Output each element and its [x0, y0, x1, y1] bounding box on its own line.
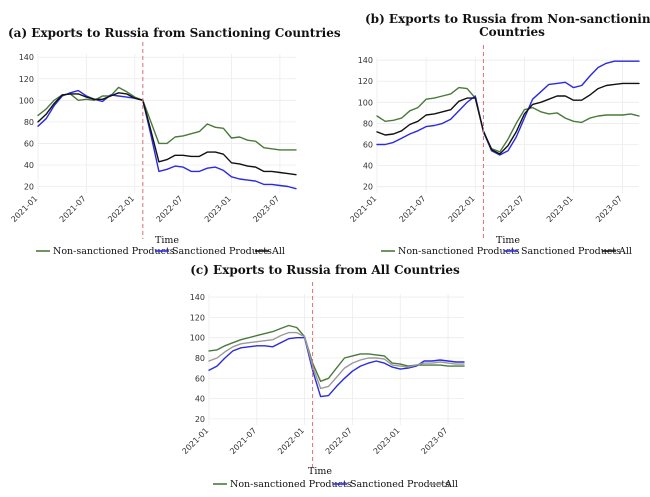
y-tick-label: 80 [24, 118, 34, 127]
y-tick-label: 80 [195, 354, 205, 363]
x-tick-label: 2023-07 [419, 426, 449, 456]
series-line-non-sanctioned [376, 86, 640, 153]
y-tick-label: 60 [195, 374, 205, 383]
x-axis-title: Time [496, 235, 520, 246]
series-line-non-sanctioned [37, 86, 297, 151]
x-tick-label: 2021-01 [180, 426, 210, 456]
legend-label: All [444, 479, 458, 490]
y-tick-label: 140 [19, 53, 34, 62]
y-tick-label: 80 [363, 119, 373, 128]
x-tick-label: 2021-07 [58, 194, 88, 224]
y-tick-label: 100 [358, 98, 373, 107]
x-tick-label: 2023-01 [203, 194, 233, 224]
legend-label: Sanctioned Products [521, 246, 621, 257]
chart-title: (c) Exports to Russia from All Countries [190, 263, 460, 277]
x-tick-label: 2023-07 [251, 194, 281, 224]
x-tick-label: 2022-07 [496, 194, 526, 224]
chart-panel-a: (a) Exports to Russia from Sanctioning C… [8, 26, 341, 257]
y-tick-label: 140 [358, 56, 373, 65]
y-tick-label: 140 [190, 293, 205, 302]
y-tick-label: 40 [24, 161, 34, 170]
chart-title: (a) Exports to Russia from Sanctioning C… [8, 26, 341, 40]
series-line-sanctioned [376, 60, 640, 156]
series-line-non-sanctioned [208, 324, 465, 382]
x-tick-label: 2022-01 [276, 426, 306, 456]
series-line-all [37, 92, 297, 176]
y-tick-label: 40 [195, 395, 205, 404]
x-tick-label: 2021-01 [9, 194, 39, 224]
legend-label: Sanctioned Products [350, 479, 450, 490]
y-tick-label: 20 [195, 415, 205, 424]
x-tick-label: 2023-01 [545, 194, 575, 224]
series-line-all [376, 82, 640, 155]
x-axis-title: Time [308, 466, 332, 477]
chart-title: (b) Exports to Russia from Non-sanctioni… [365, 12, 650, 26]
chart-panel-b: (b) Exports to Russia from Non-sanctioni… [348, 12, 650, 257]
y-tick-label: 100 [190, 334, 205, 343]
x-tick-label: 2021-07 [228, 426, 258, 456]
x-tick-label: 2023-01 [372, 426, 402, 456]
x-tick-label: 2022-01 [106, 194, 136, 224]
legend-label: Non-sanctioned Products [398, 246, 520, 257]
y-tick-label: 20 [24, 183, 34, 192]
legend-label: Non-sanctioned Products [230, 479, 352, 490]
series-line-sanctioned [37, 89, 297, 190]
x-axis-title: Time [155, 235, 179, 246]
y-tick-label: 120 [358, 77, 373, 86]
x-tick-label: 2022-01 [447, 194, 477, 224]
x-tick-label: 2021-01 [348, 194, 378, 224]
y-tick-label: 100 [19, 96, 34, 105]
x-tick-label: 2023-07 [594, 194, 624, 224]
series-line-all [208, 331, 465, 390]
y-tick-label: 60 [363, 141, 373, 150]
x-tick-label: 2021-07 [398, 194, 428, 224]
y-tick-label: 60 [24, 139, 34, 148]
y-tick-label: 40 [363, 162, 373, 171]
legend-label: Non-sanctioned Products [53, 246, 175, 257]
y-tick-label: 120 [190, 313, 205, 322]
y-tick-label: 20 [363, 183, 373, 192]
legend-label: Sanctioned Products [172, 246, 272, 257]
x-tick-label: 2022-07 [324, 426, 354, 456]
legend-label: All [618, 246, 632, 257]
x-tick-label: 2022-07 [155, 194, 185, 224]
chart-panel-c: (c) Exports to Russia from All Countries… [180, 263, 465, 490]
legend-label: All [271, 246, 285, 257]
y-tick-label: 120 [19, 75, 34, 84]
series-line-sanctioned [208, 337, 465, 398]
chart-title-line2: Countries [479, 25, 545, 39]
